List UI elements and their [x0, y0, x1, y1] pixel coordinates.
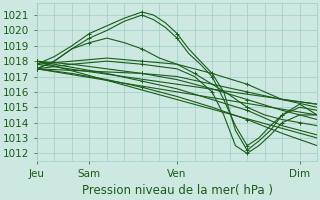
X-axis label: Pression niveau de la mer( hPa ): Pression niveau de la mer( hPa ) [82, 184, 273, 197]
